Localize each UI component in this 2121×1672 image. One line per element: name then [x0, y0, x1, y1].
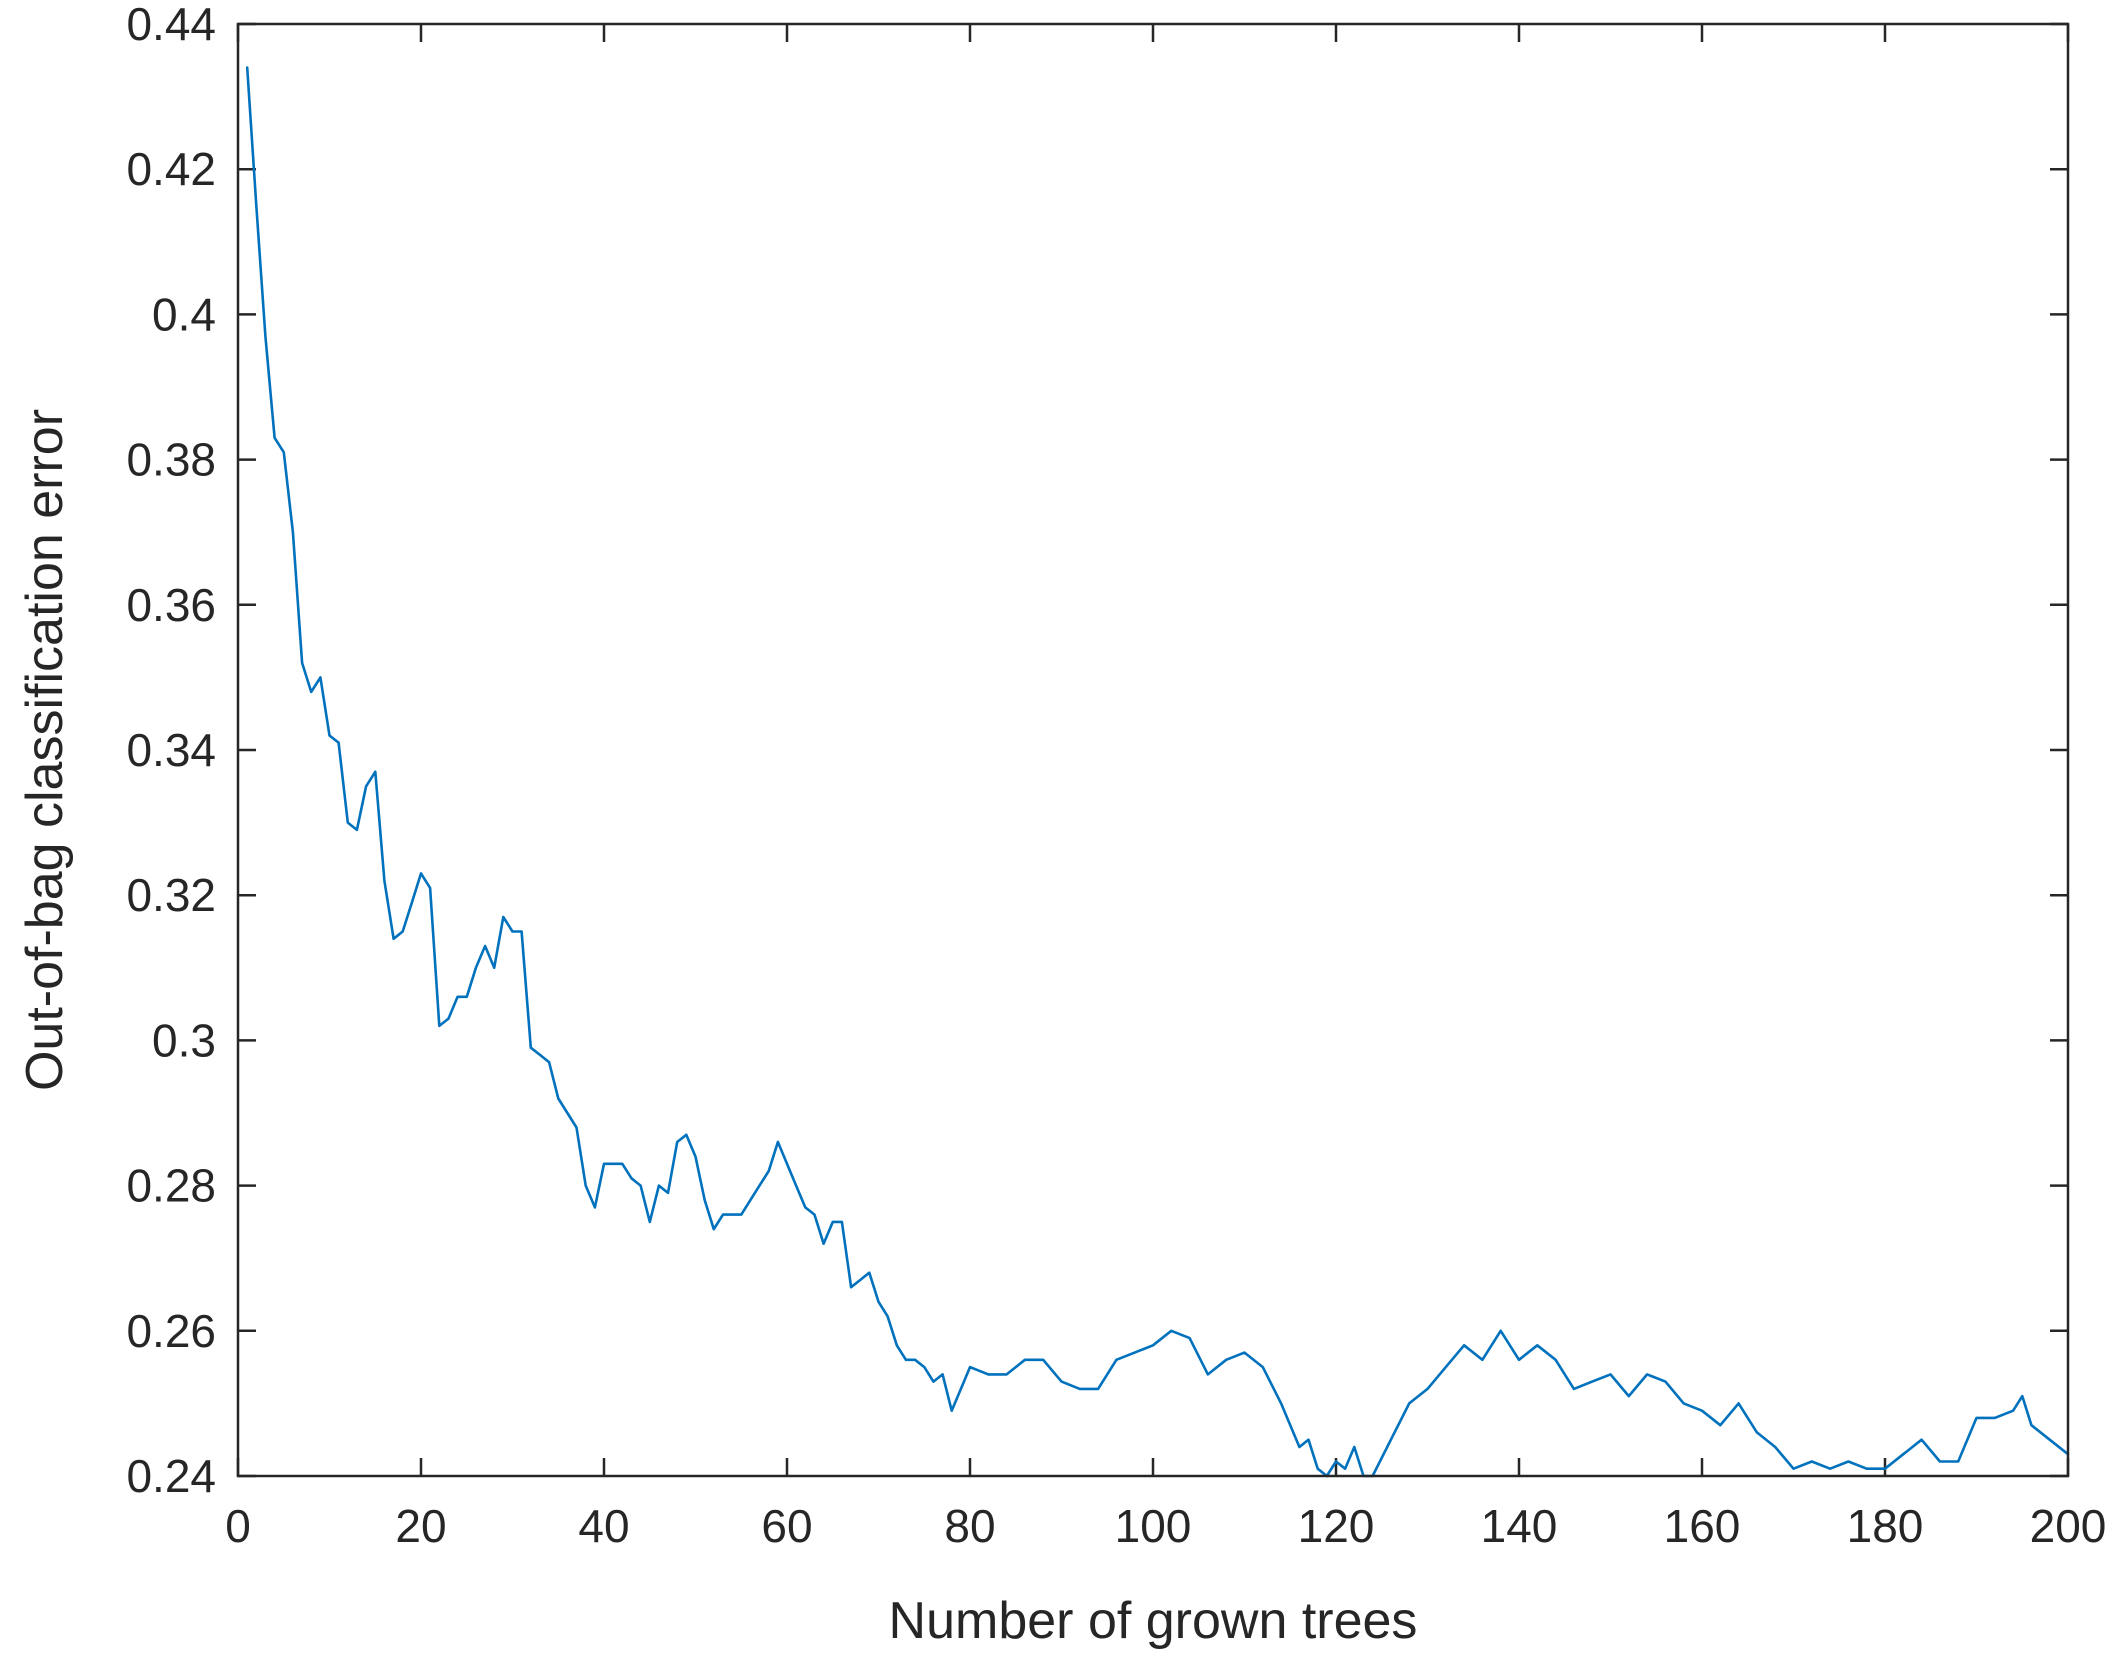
y-tick-label: 0.26 [126, 1305, 216, 1357]
x-tick-label: 0 [225, 1500, 251, 1552]
x-tick-label: 40 [578, 1500, 629, 1552]
x-tick-label: 20 [395, 1500, 446, 1552]
y-tick-labels: 0.24 0.26 0.28 0.3 0.32 0.34 0.36 0.38 0.4 0.42 0.… [126, 0, 216, 1502]
y-tick-label: 0.4 [152, 288, 216, 340]
x-tick-label: 60 [761, 1500, 812, 1552]
series-line [245, 66, 2070, 1478]
y-tick-label: 0.34 [126, 724, 216, 776]
x-tick-label: 100 [1115, 1500, 1192, 1552]
x-tick-label: 80 [944, 1500, 995, 1552]
y-tick-label: 0.24 [126, 1450, 216, 1502]
y-tick-label: 0.36 [126, 579, 216, 631]
series-layer [245, 66, 2070, 1478]
plot-frame [236, 22, 2070, 1478]
x-tick-label: 160 [1664, 1500, 1741, 1552]
x-tick-label: 200 [2030, 1500, 2107, 1552]
x-axis-label: Number of grown trees [889, 1592, 1418, 1650]
x-tick-label: 140 [1481, 1500, 1558, 1552]
plot-background [238, 24, 2068, 1476]
x-tick-labels: 0 20 40 60 80 100 120 140 160 180 200 [225, 1500, 2106, 1552]
y-tick-label: 0.32 [126, 869, 216, 921]
y-tick-label: 0.44 [126, 0, 216, 50]
x-tick-label: 120 [1298, 1500, 1375, 1552]
y-tick-label: 0.3 [152, 1014, 216, 1066]
y-tick-label: 0.42 [126, 143, 216, 195]
y-tick-label: 0.28 [126, 1160, 216, 1212]
y-tick-label: 0.38 [126, 434, 216, 486]
y-axis-label: Out-of-bag classification error [16, 409, 74, 1091]
x-tick-label: 180 [1847, 1500, 1924, 1552]
